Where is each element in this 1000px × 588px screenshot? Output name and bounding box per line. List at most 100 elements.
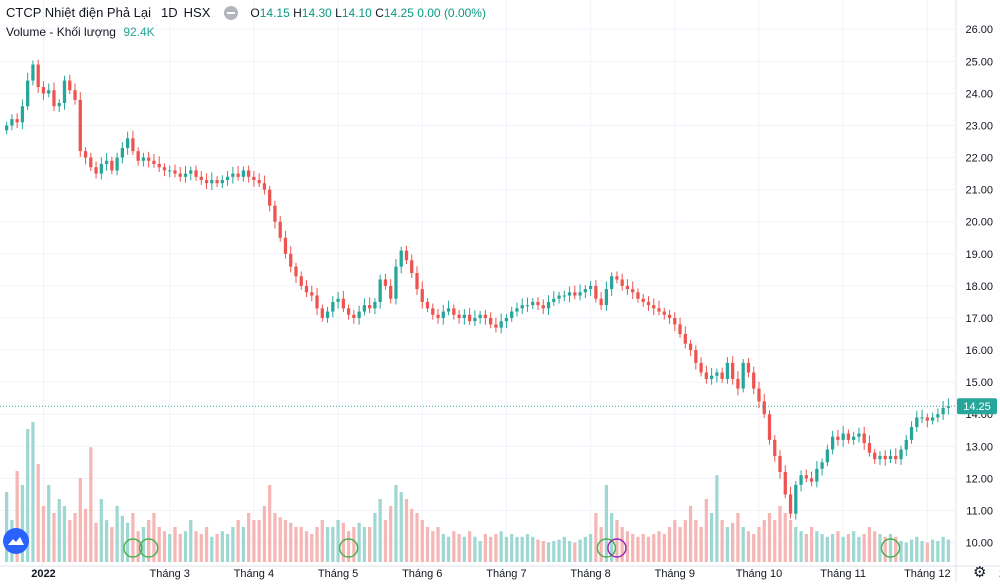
volume-bar — [620, 527, 624, 562]
volume-bar — [794, 527, 798, 562]
tradingview-logo-icon[interactable] — [3, 528, 29, 554]
candle-body — [762, 401, 766, 415]
gear-icon[interactable]: ⚙ — [973, 564, 987, 581]
volume-bar — [604, 485, 609, 562]
candle-body — [725, 362, 730, 379]
low-value: 14.10 — [341, 5, 372, 20]
volume-bar — [520, 536, 524, 562]
candle-body — [362, 305, 367, 312]
candle-body — [215, 180, 219, 184]
event-markers[interactable] — [123, 538, 901, 558]
volume-bar — [278, 517, 282, 562]
candle-body — [4, 125, 9, 131]
candle-body — [678, 324, 682, 335]
volume-bar — [83, 508, 88, 562]
candle-body — [115, 157, 119, 171]
symbol-name[interactable]: CTCP Nhiệt điện Phả Lại — [6, 5, 152, 20]
candle-body — [89, 157, 93, 168]
volume-bar — [241, 527, 246, 562]
candle-body — [389, 285, 393, 299]
volume-bar — [436, 527, 440, 562]
dividend-marker[interactable] — [123, 538, 143, 558]
candle-body — [20, 106, 25, 123]
volume-bar — [157, 527, 161, 562]
candle-body — [809, 478, 814, 482]
close-value: 14.25 — [383, 5, 414, 20]
volume-bar — [415, 513, 419, 562]
volume-bar — [936, 541, 940, 562]
dividend-marker[interactable] — [338, 538, 359, 558]
candle-body — [304, 285, 309, 293]
volume-bar — [262, 506, 267, 562]
volume-bar — [352, 527, 356, 562]
candle-body — [731, 362, 735, 379]
volume-bar — [478, 541, 482, 562]
candle-body — [562, 295, 566, 297]
candle-body — [878, 455, 882, 460]
volume-bar — [73, 513, 77, 562]
time-tick-label: Tháng 7 — [486, 568, 526, 580]
volume-bar — [909, 539, 914, 562]
candle-body — [525, 305, 530, 307]
volume-bar — [462, 536, 466, 562]
volume-bar — [846, 534, 851, 562]
volume-bar — [304, 531, 309, 562]
candle-body — [162, 167, 167, 171]
price-tick-label: 25.00 — [965, 56, 993, 68]
volume-bar — [567, 541, 572, 562]
volume-bar — [631, 534, 635, 562]
volume-bar — [594, 513, 598, 562]
volume-label[interactable]: Volume - Khối lượng — [6, 25, 116, 39]
candle-body — [946, 406, 951, 408]
candle-body — [873, 452, 877, 460]
candle-body — [536, 301, 540, 306]
volume-bar — [783, 513, 787, 562]
candle-body — [799, 475, 803, 485]
volume-bar — [494, 534, 498, 562]
volume-bar — [799, 531, 803, 562]
candle-body — [588, 285, 593, 290]
candle-body — [820, 462, 824, 469]
candle-body — [110, 160, 114, 171]
dividend-marker[interactable] — [880, 538, 901, 558]
volume-bar — [399, 492, 403, 562]
eye-icon[interactable] — [224, 5, 239, 20]
volume-bar — [126, 522, 130, 562]
dividend-marker[interactable] — [596, 538, 617, 558]
time-tick-label: Tháng 12 — [904, 568, 950, 580]
candle-body — [752, 372, 756, 389]
volume-bar — [120, 515, 125, 562]
volume-bar — [431, 531, 435, 562]
volume-bar — [662, 534, 666, 562]
dividend-marker[interactable] — [138, 538, 159, 558]
candle-body — [325, 311, 330, 318]
candle-body — [546, 301, 551, 309]
volume-bar — [857, 536, 861, 562]
candle-body — [210, 180, 214, 184]
volume-bar — [583, 536, 587, 562]
candle-body — [157, 163, 161, 168]
candle-body — [830, 436, 835, 450]
volume-bar — [709, 513, 714, 562]
volume-bar — [694, 520, 698, 562]
candle-body — [489, 317, 493, 325]
volume-bar — [162, 531, 167, 562]
candle-body — [352, 314, 356, 318]
price-tick-label: 19.00 — [965, 249, 993, 261]
volume-bar — [904, 542, 908, 562]
candle-body — [915, 417, 919, 428]
split-marker[interactable] — [607, 538, 627, 558]
candle-body — [778, 455, 782, 472]
volume-bar — [573, 542, 577, 562]
candle-body — [320, 308, 324, 318]
volume-bar — [752, 534, 756, 562]
candle-body — [888, 455, 893, 460]
candle-body — [925, 417, 929, 421]
candle-body — [283, 237, 288, 254]
candle-body — [604, 289, 609, 306]
last-price-badge — [957, 398, 997, 415]
volume-bar — [941, 536, 945, 562]
candle-body — [446, 308, 451, 312]
